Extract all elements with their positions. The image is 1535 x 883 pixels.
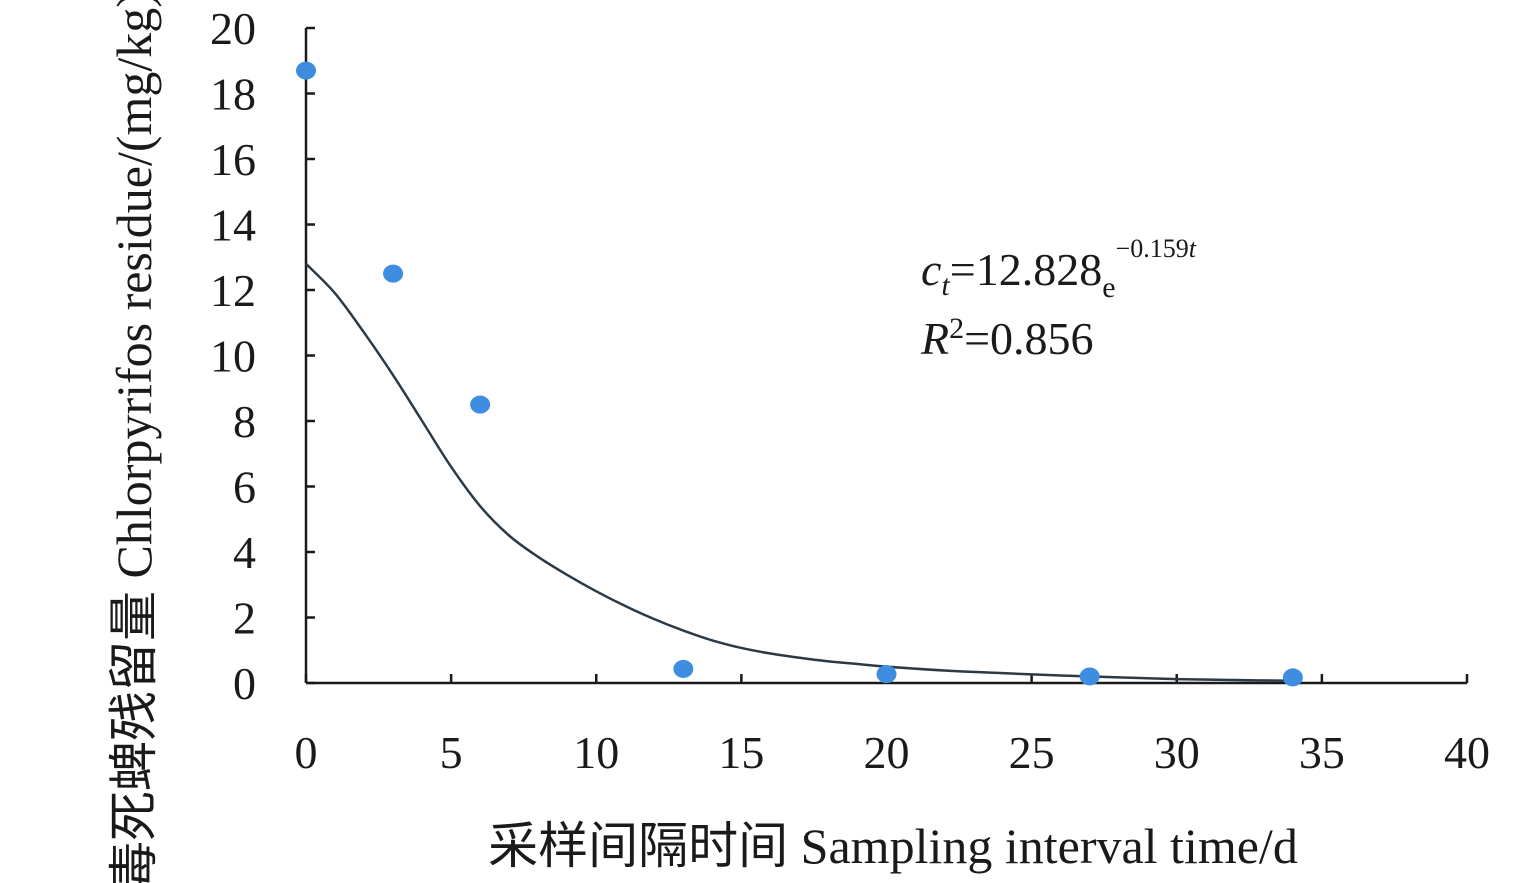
y-tick-label: 14 — [210, 200, 256, 251]
y-tick-label: 18 — [210, 69, 256, 120]
y-tick-label: 4 — [233, 527, 256, 578]
x-tick-label: 15 — [718, 727, 764, 778]
data-point — [296, 61, 316, 80]
tick-labels: 0 5 10 15 20 25 30 35 40 0 2 4 6 8 10 12 14 16 18 20 — [210, 3, 1490, 778]
eq-c-symbol: c — [921, 244, 941, 295]
y-tick-label: 20 — [210, 3, 256, 54]
data-point — [383, 264, 404, 283]
data-point — [1282, 668, 1303, 687]
eq-exponent-value: −0.159 — [1116, 234, 1189, 263]
data-points — [296, 61, 1303, 687]
eq-base: e — [1102, 271, 1115, 304]
svg-text:ct=12.828e−0.159t: ct=12.828e−0.159t — [921, 234, 1197, 304]
data-point — [673, 659, 694, 678]
x-tick-label: 30 — [1154, 727, 1200, 778]
x-tick-label: 0 — [295, 727, 318, 778]
eq-r-value: =0.856 — [964, 313, 1093, 364]
data-point — [470, 395, 491, 414]
x-tick-label: 5 — [440, 727, 463, 778]
eq-r-superscript: 2 — [949, 312, 964, 345]
data-point — [876, 665, 897, 684]
x-axis-title: 采样间隔时间 Sampling interval time/d — [488, 818, 1298, 874]
y-tick-label: 12 — [210, 265, 256, 316]
x-tick-label: 40 — [1444, 727, 1490, 778]
eq-exponent-var: t — [1189, 234, 1197, 263]
y-tick-label: 10 — [210, 331, 256, 382]
eq-r-symbol: R — [920, 313, 949, 364]
fit-equation: ct=12.828e−0.159t R2=0.856 — [920, 234, 1197, 364]
data-point — [1079, 667, 1100, 686]
eq-coefficient: =12.828 — [950, 244, 1102, 295]
x-tick-label: 25 — [1009, 727, 1055, 778]
y-tick-label: 6 — [233, 462, 256, 513]
y-tick-label: 2 — [233, 593, 256, 644]
x-tick-label: 20 — [864, 727, 910, 778]
eq-c-subscript: t — [941, 269, 950, 302]
svg-text:R2=0.856: R2=0.856 — [920, 312, 1094, 364]
axis-ticks — [304, 26, 1469, 685]
x-tick-label: 35 — [1299, 727, 1345, 778]
y-axis-title: 毒死蜱残留量 Chlorpyrifos residue/(mg/kg) — [106, 0, 162, 883]
y-tick-label: 8 — [233, 396, 256, 447]
x-tick-label: 10 — [573, 727, 619, 778]
fit-curve — [305, 262, 1293, 682]
y-tick-label: 0 — [233, 658, 256, 709]
y-tick-label: 16 — [210, 134, 256, 185]
